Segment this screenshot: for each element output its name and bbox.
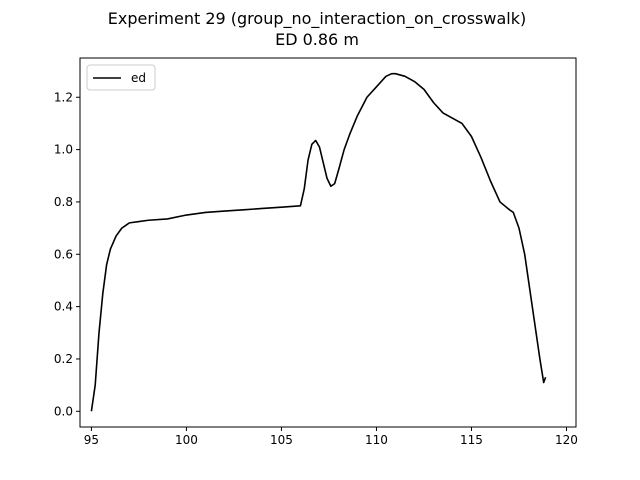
- x-tick-label: 100: [175, 433, 198, 447]
- plot-frame: [79, 57, 577, 428]
- chart-subtitle: ED 0.86 m: [275, 30, 359, 49]
- series-line-ed: [90, 72, 547, 412]
- legend: ed: [86, 64, 156, 91]
- y-tick-label: 0.6: [54, 247, 73, 261]
- ticks: 95 100 105 110 115 120 0.0 0.2 0.4 0.6 0.8 1.0 1.2: [54, 90, 578, 447]
- x-tick-label: 105: [270, 433, 293, 447]
- x-tick-label: 95: [84, 433, 99, 447]
- y-tick-label: 0.2: [54, 352, 73, 366]
- y-tick-label: 0.4: [54, 300, 73, 314]
- y-tick-label: 0.8: [54, 195, 73, 209]
- y-tick-label: 1.0: [54, 143, 73, 157]
- x-tick-label: 120: [555, 433, 578, 447]
- y-tick-label: 0.0: [54, 404, 73, 418]
- y-tick-label: 1.2: [54, 90, 73, 104]
- x-tick-label: 115: [460, 433, 483, 447]
- legend-label-ed: ed: [131, 71, 146, 85]
- x-tick-label: 110: [365, 433, 388, 447]
- series: [90, 72, 547, 412]
- chart-title: Experiment 29 (group_no_interaction_on_c…: [108, 9, 526, 29]
- axes: [79, 57, 577, 428]
